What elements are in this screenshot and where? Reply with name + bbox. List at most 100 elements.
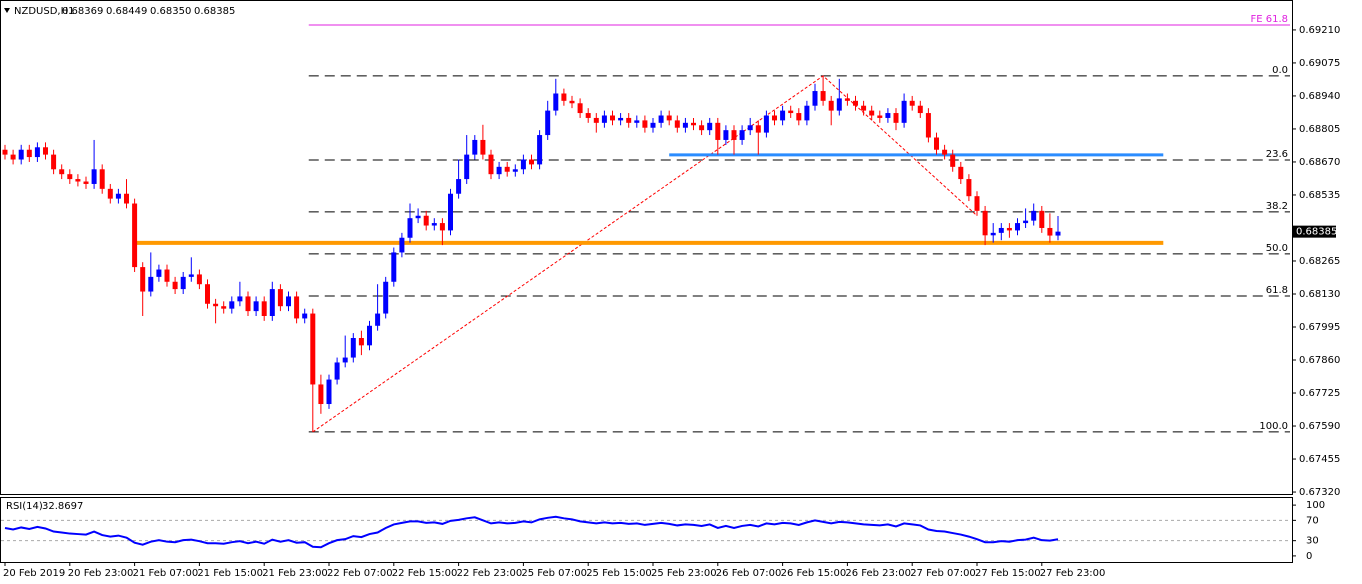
candle-body [286,296,291,307]
candle-body [334,362,340,380]
candle-body [950,154,956,167]
candle-body [593,117,599,123]
candle-body [925,113,931,138]
x-tick-label: 21 Feb 15:00 [197,568,263,579]
candle-body [34,147,40,158]
quote-open: 0.68369 [62,6,103,17]
candle-body [577,103,583,114]
candle-body [901,100,907,123]
fib-level-label: 100.0 [1259,421,1288,432]
candle-body [869,110,875,116]
candle-body [310,313,316,385]
candle-body [180,276,186,290]
candle-body [966,179,972,197]
candle-body [67,174,73,180]
candle-body [747,125,753,131]
candle-body [188,274,194,277]
rsi-line [4,515,1059,549]
candle-body [1015,223,1020,231]
candle-body [124,193,129,204]
candle-body [893,113,899,123]
candle-body [1039,210,1045,228]
candle-body [958,166,964,180]
x-tick-label: 22 Feb 07:00 [327,568,393,579]
price-panel [0,0,1293,495]
candle-body [245,296,251,312]
candle-body [51,154,57,170]
candle-body [885,113,891,118]
candle-body [820,91,826,101]
candle-body [261,301,267,316]
candle-body [1031,210,1037,221]
candle-body [796,113,802,121]
candle-body [504,166,510,172]
candle-body [715,122,721,140]
y-tick-label: 0.68940 [1299,91,1340,102]
candle-body [43,147,48,155]
candle-body [415,215,421,219]
candle-body [909,100,915,106]
candle-body [601,115,607,123]
candle-body [650,122,656,128]
candle-body [553,93,559,111]
candle-body [626,117,632,123]
x-tick-label: 25 Feb 07:00 [521,568,587,579]
candle-body [934,137,939,150]
candle-body [115,193,121,199]
candle-body [666,115,672,121]
candle-body [682,122,688,128]
candle-body [383,281,389,314]
rsi-tick-label: 100 [1306,500,1325,511]
candle-body [610,115,615,121]
rsi-tick-label: 70 [1306,515,1319,526]
candle-body [763,115,769,133]
candle-body [942,149,948,155]
x-tick-label: 25 Feb 23:00 [651,568,717,579]
fib-level-label: 38.2 [1266,201,1288,212]
collapse-icon [4,8,10,13]
candle-body [407,218,413,238]
y-tick-label: 0.68670 [1299,157,1340,168]
candle-body [853,100,858,106]
candle-body [375,313,381,326]
candle-body [358,338,364,346]
y-tick-label: 0.67455 [1299,454,1340,465]
candle-body [496,166,502,175]
candle-body [164,269,170,282]
candle-body [156,269,162,277]
y-tick-label: 0.68130 [1299,289,1340,300]
candle-body [59,169,65,175]
candle-body [18,149,24,160]
candle-body [269,289,275,316]
candle-body [480,139,486,155]
candle-body [326,379,332,405]
candle-body [1055,231,1061,236]
fib-extension-label: FE 61.8 [1250,14,1288,25]
candle-body [828,100,834,111]
fib-level-label: 50.0 [1266,243,1288,254]
candle-body [618,117,624,121]
price-box-label: 0.68385 [1296,227,1337,238]
x-tick-label: 21 Feb 23:00 [262,568,328,579]
candle-body [423,215,429,226]
candle-body [520,159,526,170]
candle-body [788,110,794,114]
candle-body [2,149,8,155]
candle-body [172,281,178,290]
candle-body [26,149,32,158]
candle-body [755,125,761,133]
candle-body [107,188,113,199]
x-tick-label: 27 Feb 15:00 [975,568,1041,579]
x-tick-label: 25 Feb 15:00 [586,568,652,579]
candle-body [237,296,243,302]
x-tick-label: 20 Feb 2019 [3,568,65,579]
quote-low: 0.68350 [150,6,191,17]
candle-body [367,325,372,346]
candle-body [448,193,453,231]
candle-body [472,139,478,155]
candle-body [1047,227,1053,236]
candle-body [399,237,405,253]
candle-body [196,274,202,285]
candle-body [253,301,259,312]
symbol: NZDUSD,H1 [14,6,74,17]
